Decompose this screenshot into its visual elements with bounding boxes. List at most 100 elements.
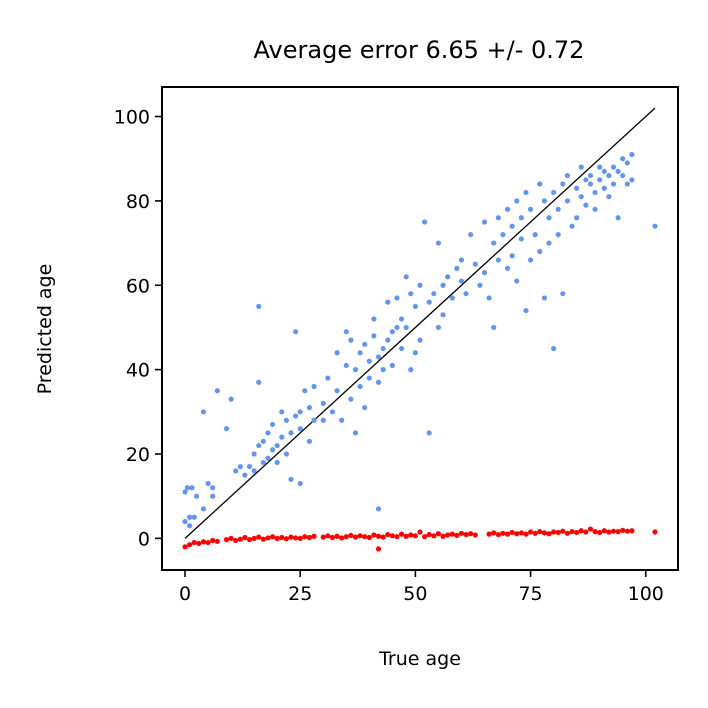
data-point bbox=[320, 534, 326, 540]
data-point bbox=[592, 189, 598, 196]
data-point bbox=[620, 156, 626, 162]
identity-line bbox=[184, 107, 656, 539]
data-point bbox=[408, 291, 414, 297]
plot-frame bbox=[161, 86, 679, 571]
data-point bbox=[320, 400, 326, 406]
data-point bbox=[260, 438, 266, 444]
data-point bbox=[311, 533, 317, 539]
data-point bbox=[615, 529, 621, 535]
data-point bbox=[541, 295, 547, 301]
data-point bbox=[265, 535, 271, 541]
data-point bbox=[256, 303, 262, 309]
data-point bbox=[366, 358, 372, 364]
data-point bbox=[592, 529, 598, 535]
data-point bbox=[182, 544, 188, 550]
data-point bbox=[293, 329, 299, 335]
data-point bbox=[537, 181, 543, 187]
chart-title: Average error 6.65 +/- 0.72 bbox=[254, 36, 585, 64]
data-point bbox=[251, 451, 257, 457]
data-point bbox=[615, 215, 621, 221]
x-tick-label: 0 bbox=[179, 583, 191, 605]
data-point bbox=[518, 236, 524, 242]
data-point bbox=[527, 206, 534, 212]
data-point bbox=[210, 493, 216, 499]
data-point bbox=[532, 530, 538, 536]
data-point bbox=[210, 485, 216, 491]
y-axis-label: Predicted age bbox=[34, 264, 56, 395]
data-point bbox=[260, 459, 266, 466]
data-point bbox=[251, 535, 257, 541]
data-point bbox=[472, 261, 478, 267]
data-point bbox=[279, 434, 285, 440]
data-point bbox=[371, 333, 377, 339]
data-point bbox=[265, 430, 271, 436]
x-tick-label: 25 bbox=[288, 583, 312, 605]
data-point bbox=[495, 531, 501, 538]
data-point bbox=[449, 531, 455, 537]
y-tick-label: 0 bbox=[138, 528, 150, 550]
data-point bbox=[541, 530, 547, 536]
data-point bbox=[449, 295, 455, 301]
data-point bbox=[435, 324, 442, 331]
data-point bbox=[375, 533, 382, 539]
data-point bbox=[306, 404, 313, 411]
data-point bbox=[256, 379, 262, 385]
data-point bbox=[251, 468, 257, 474]
data-point bbox=[610, 181, 617, 187]
data-point bbox=[620, 527, 626, 533]
data-point bbox=[260, 536, 266, 542]
data-point bbox=[629, 151, 635, 158]
data-point bbox=[523, 307, 529, 314]
data-point bbox=[495, 257, 501, 263]
data-point bbox=[398, 345, 405, 352]
data-point bbox=[357, 383, 363, 390]
data-point bbox=[320, 417, 326, 423]
data-point bbox=[426, 531, 432, 538]
data-point bbox=[380, 345, 386, 352]
data-point bbox=[371, 532, 377, 538]
data-point bbox=[334, 388, 340, 394]
data-point bbox=[440, 282, 446, 288]
data-point bbox=[297, 426, 303, 432]
data-point bbox=[329, 534, 336, 541]
data-point bbox=[394, 324, 400, 331]
data-point bbox=[560, 181, 566, 187]
data-point bbox=[435, 240, 442, 246]
identity-line-layer bbox=[184, 107, 656, 539]
data-point bbox=[302, 388, 308, 394]
x-tick-label: 75 bbox=[518, 583, 542, 605]
data-point bbox=[445, 532, 451, 538]
data-point bbox=[555, 529, 561, 536]
data-point bbox=[237, 536, 243, 542]
data-point bbox=[274, 535, 280, 541]
data-point bbox=[325, 533, 331, 539]
data-point bbox=[514, 198, 520, 204]
data-point bbox=[362, 404, 368, 411]
data-point bbox=[546, 531, 552, 537]
data-point bbox=[274, 459, 280, 466]
data-point bbox=[583, 202, 589, 208]
data-point bbox=[546, 215, 552, 221]
data-point bbox=[403, 274, 409, 280]
data-point bbox=[389, 329, 395, 335]
data-point bbox=[184, 485, 190, 491]
data-point bbox=[256, 442, 262, 449]
data-point bbox=[380, 367, 386, 373]
data-point bbox=[269, 421, 276, 428]
data-point bbox=[606, 529, 612, 535]
data-point bbox=[189, 485, 195, 491]
data-point bbox=[454, 532, 460, 539]
data-point bbox=[422, 534, 428, 540]
data-point bbox=[269, 447, 276, 453]
data-point bbox=[237, 464, 243, 470]
data-point bbox=[564, 198, 571, 204]
data-point bbox=[491, 530, 497, 536]
data-point bbox=[652, 529, 658, 535]
data-point bbox=[398, 316, 405, 322]
data-point bbox=[546, 240, 552, 246]
data-point bbox=[339, 535, 345, 541]
data-point bbox=[325, 375, 331, 381]
data-point bbox=[597, 164, 603, 170]
data-point bbox=[200, 539, 207, 545]
